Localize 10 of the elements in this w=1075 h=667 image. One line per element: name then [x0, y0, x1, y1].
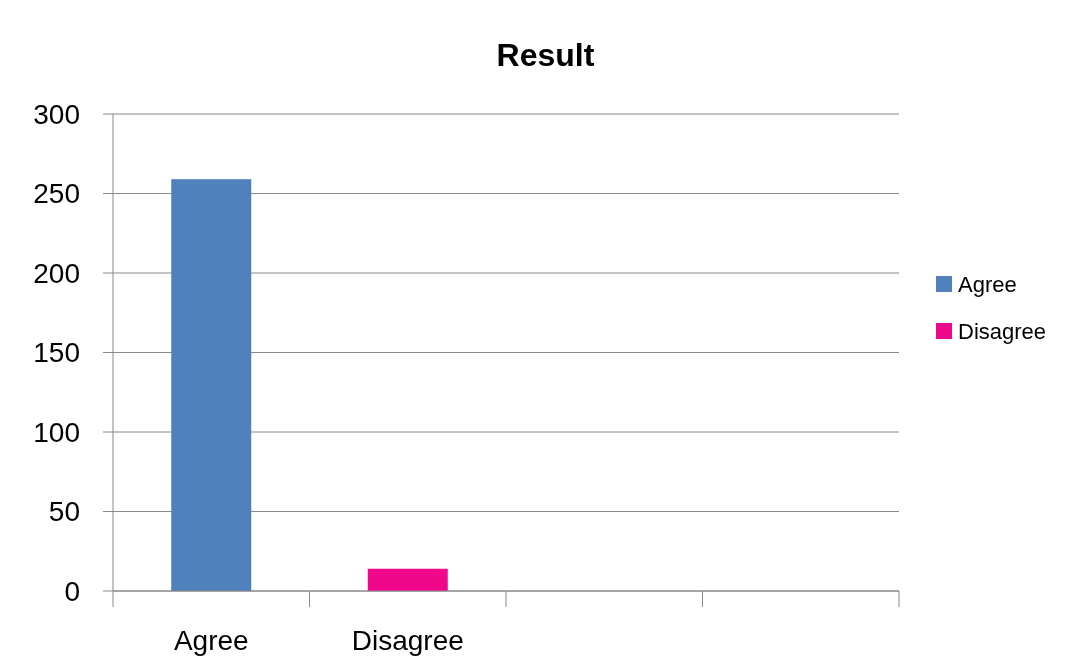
y-tick-label: 100: [33, 416, 80, 448]
legend-label: Agree: [958, 271, 1017, 297]
y-tick-label: 50: [48, 496, 80, 528]
y-tick-label: 250: [33, 178, 80, 210]
y-tick-label: 150: [33, 337, 80, 369]
chart-title: Result: [496, 37, 595, 73]
legend-label: Disagree: [958, 318, 1047, 344]
y-tick-label: 300: [33, 98, 80, 130]
y-tick-label: 200: [33, 257, 80, 289]
y-tick-label: 0: [64, 575, 80, 607]
